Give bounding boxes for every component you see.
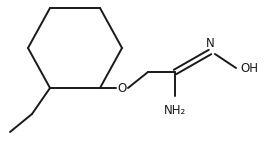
Text: N: N (206, 37, 214, 50)
Text: NH₂: NH₂ (164, 104, 186, 117)
Text: O: O (117, 82, 127, 95)
Text: OH: OH (240, 61, 258, 74)
